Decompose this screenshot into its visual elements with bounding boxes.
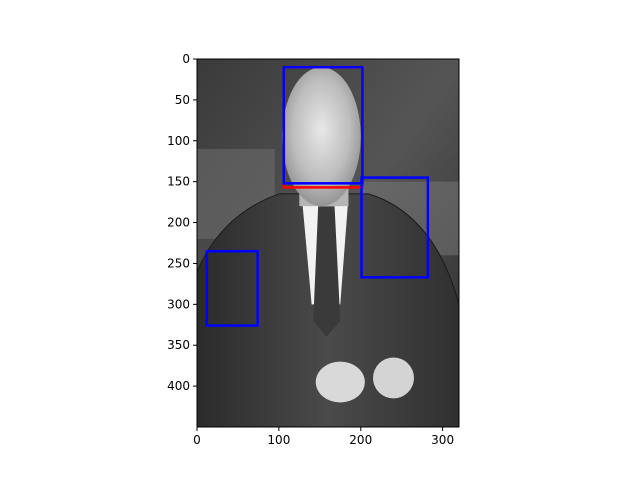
x-tick-label: 100 bbox=[267, 433, 290, 447]
detection-boxes bbox=[205, 65, 430, 327]
y-tick-label: 200 bbox=[167, 216, 190, 230]
axes-frame bbox=[196, 58, 460, 428]
face-box-blue bbox=[282, 65, 364, 185]
y-tick-label: 300 bbox=[167, 297, 190, 311]
chest-box-blue bbox=[360, 176, 430, 279]
x-tick-label: 200 bbox=[349, 433, 372, 447]
hand-box-blue bbox=[205, 249, 259, 327]
y-tick-label: 150 bbox=[167, 175, 190, 189]
y-tick-label: 250 bbox=[167, 256, 190, 270]
x-tick-label: 0 bbox=[193, 433, 201, 447]
y-tick-label: 50 bbox=[175, 93, 190, 107]
x-axis: 0 100 200 300 bbox=[193, 427, 454, 447]
x-tick-label: 300 bbox=[431, 433, 454, 447]
grayscale-photo bbox=[197, 59, 459, 427]
y-tick-label: 350 bbox=[167, 338, 190, 352]
y-tick-label: 100 bbox=[167, 134, 190, 148]
y-tick-label: 400 bbox=[167, 379, 190, 393]
y-tick-label: 0 bbox=[182, 52, 190, 66]
y-axis: 0 50 100 150 200 250 300 350 400 bbox=[167, 52, 197, 393]
